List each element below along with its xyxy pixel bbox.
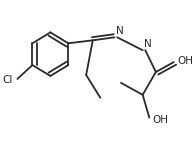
- Text: N: N: [116, 26, 124, 36]
- Text: N: N: [144, 38, 152, 49]
- Text: OH: OH: [152, 115, 168, 125]
- Text: OH: OH: [177, 56, 193, 66]
- Text: Cl: Cl: [2, 75, 13, 85]
